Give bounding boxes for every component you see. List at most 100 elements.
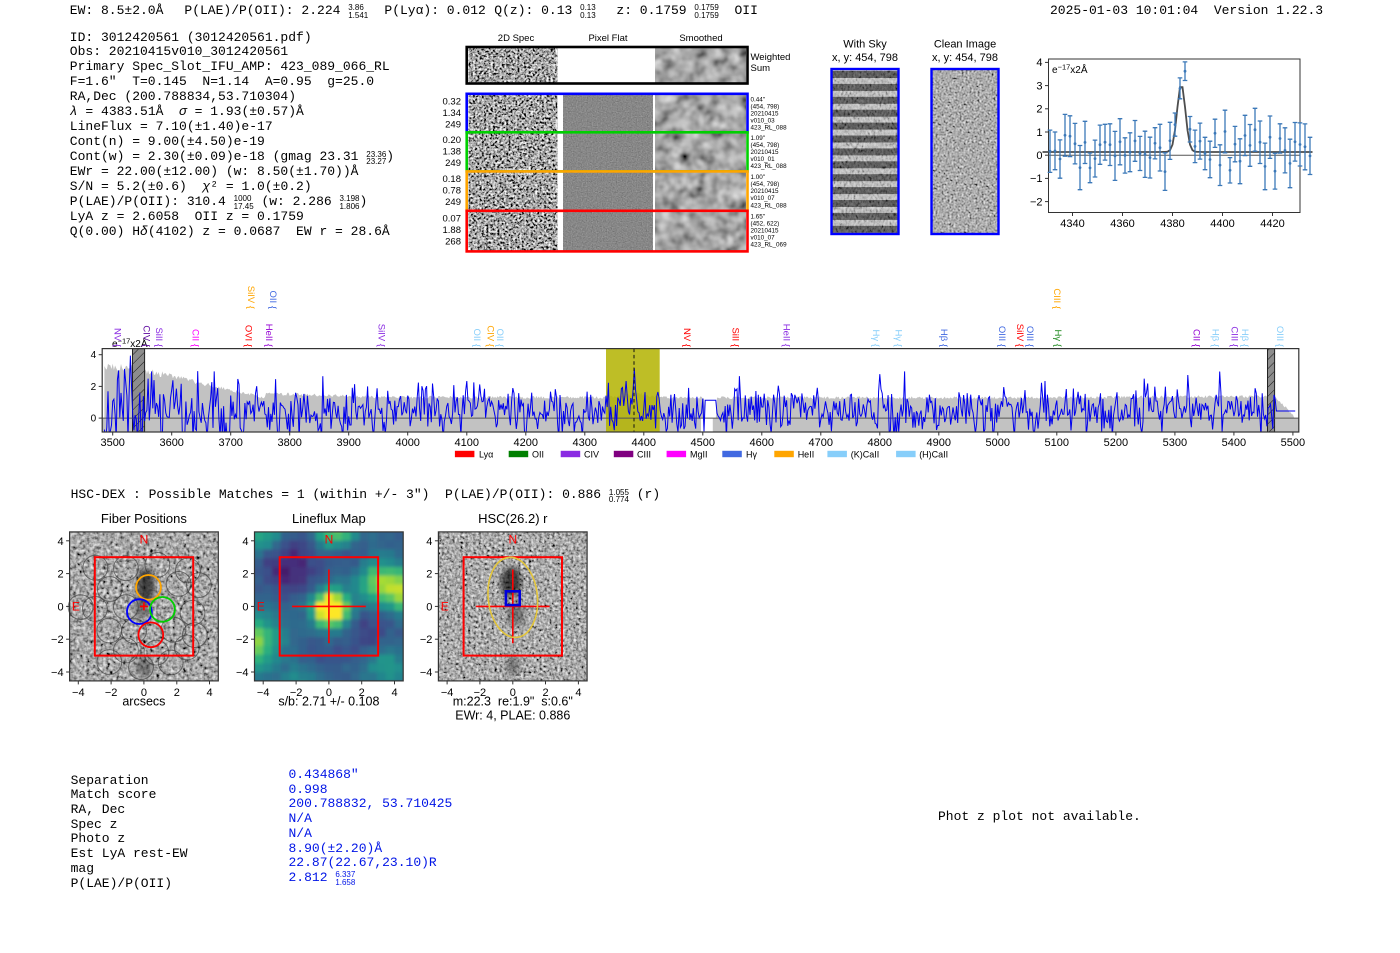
svg-text:423_RL_088: 423_RL_088 [751,125,788,132]
svg-text:0.32: 0.32 [443,96,462,107]
svg-text:3800: 3800 [277,437,301,449]
svg-text:−4: −4 [420,667,433,679]
svg-text:4: 4 [206,687,212,699]
svg-text:SiII {: SiII { [730,327,741,347]
svg-text:0: 0 [326,687,332,699]
svg-text:−4: −4 [236,667,249,679]
svg-text:4700: 4700 [809,437,833,449]
svg-text:423_RL_088: 423_RL_088 [751,163,788,170]
svg-text:OVI {: OVI { [243,325,254,347]
svg-text:4: 4 [57,536,63,548]
svg-text:4420: 4420 [1260,218,1284,230]
svg-text:(452, 622): (452, 622) [751,220,780,227]
svg-text:OII {: OII { [494,329,505,347]
svg-text:arcsecs: arcsecs [122,695,165,709]
svg-text:0.20: 0.20 [443,135,462,146]
svg-text:2: 2 [426,569,432,581]
svg-text:Hβ {: Hβ { [1239,329,1250,347]
svg-text:1.34: 1.34 [443,108,462,119]
svg-text:0: 0 [1036,150,1042,162]
svg-text:EWr: 4, PLAE: 0.886: EWr: 4, PLAE: 0.886 [455,709,570,723]
svg-text:Hβ {: Hβ { [1209,329,1220,347]
svg-text:20210415: 20210415 [751,188,780,195]
svg-text:268: 268 [445,237,461,248]
svg-text:0: 0 [91,414,97,425]
svg-text:4100: 4100 [455,437,479,449]
svg-text:Pixel Flat: Pixel Flat [588,33,627,44]
svg-text:(454, 798): (454, 798) [751,142,780,149]
svg-text:2: 2 [91,382,97,393]
svg-text:−4: −4 [441,687,454,699]
svg-text:4: 4 [426,536,432,548]
svg-text:(454, 798): (454, 798) [751,181,780,188]
svg-text:CIII {: CIII { [1228,326,1239,347]
svg-text:E: E [257,600,265,614]
svg-text:4200: 4200 [514,437,538,449]
svg-text:SiIV {: SiIV { [376,324,387,347]
svg-text:−2: −2 [290,687,303,699]
svg-text:2: 2 [57,569,63,581]
svg-text:3900: 3900 [336,437,360,449]
svg-text:CII {: CII { [190,329,201,347]
svg-text:5200: 5200 [1104,437,1128,449]
svg-text:0: 0 [57,601,63,613]
svg-text:CIV {: CIV { [484,325,495,347]
svg-text:−4: −4 [51,667,64,679]
svg-text:4340: 4340 [1060,218,1084,230]
svg-text:OII {: OII { [267,291,278,309]
svg-text:OII {: OII { [471,329,482,347]
svg-text:E: E [441,600,449,614]
svg-text:v010_03: v010_03 [751,118,776,125]
svg-text:HeII: HeII [798,450,815,460]
svg-text:N: N [325,532,334,546]
svg-text:Clean Image: Clean Image [934,39,996,51]
svg-text:−4: −4 [257,687,270,699]
svg-text:m:22.3 re:1.9" s:0.6": m:22.3 re:1.9" s:0.6" [453,695,573,709]
svg-text:0.07: 0.07 [443,213,462,224]
svg-text:With Sky: With Sky [843,39,887,51]
svg-text:Hβ {: Hβ { [938,329,949,347]
svg-text:NV {: NV { [681,328,692,347]
svg-text:SiII {: SiII { [153,327,164,347]
svg-text:0: 0 [242,601,248,613]
svg-text:Hγ: Hγ [746,450,757,460]
svg-text:CII {: CII { [1191,329,1202,347]
svg-text:HeII {: HeII { [781,324,792,347]
svg-text:OIII {: OIII { [996,326,1007,347]
svg-text:−2: −2 [474,687,487,699]
svg-text:Sum: Sum [751,63,771,74]
svg-text:−1: −1 [1030,173,1043,185]
svg-text:−4: −4 [72,687,85,699]
svg-text:0.18: 0.18 [443,174,462,185]
svg-text:(454, 798): (454, 798) [751,103,780,110]
svg-text:4800: 4800 [868,437,892,449]
svg-text:4: 4 [91,350,97,361]
svg-text:N: N [140,532,149,546]
svg-text:4900: 4900 [927,437,951,449]
svg-text:Fiber Positions: Fiber Positions [101,511,187,526]
svg-text:HeII {: HeII { [263,324,274,347]
svg-text:4300: 4300 [573,437,597,449]
svg-text:MgII: MgII [690,450,708,460]
svg-text:20210415: 20210415 [751,111,780,118]
svg-text:423_RL_088: 423_RL_088 [751,202,788,209]
svg-text:0: 0 [510,687,516,699]
svg-text:1.65": 1.65" [751,213,766,220]
svg-text:0: 0 [141,687,147,699]
svg-text:4400: 4400 [632,437,656,449]
svg-text:x, y: 454, 798: x, y: 454, 798 [832,52,898,64]
svg-text:3: 3 [1036,80,1042,92]
svg-text:0.44": 0.44" [751,96,766,103]
svg-text:OII: OII [532,450,544,460]
svg-text:2: 2 [542,687,548,699]
svg-text:4500: 4500 [691,437,715,449]
svg-text:4400: 4400 [1210,218,1234,230]
svg-text:s/b: 2.71 +/- 0.108: s/b: 2.71 +/- 0.108 [278,695,379,709]
svg-text:249: 249 [445,120,461,131]
svg-text:v010_07: v010_07 [751,235,776,242]
svg-text:423_RL_069: 423_RL_069 [751,242,788,249]
svg-text:(K)CaII: (K)CaII [851,450,880,460]
svg-text:−2: −2 [51,634,64,646]
svg-text:3700: 3700 [218,437,242,449]
svg-text:4380: 4380 [1160,218,1184,230]
